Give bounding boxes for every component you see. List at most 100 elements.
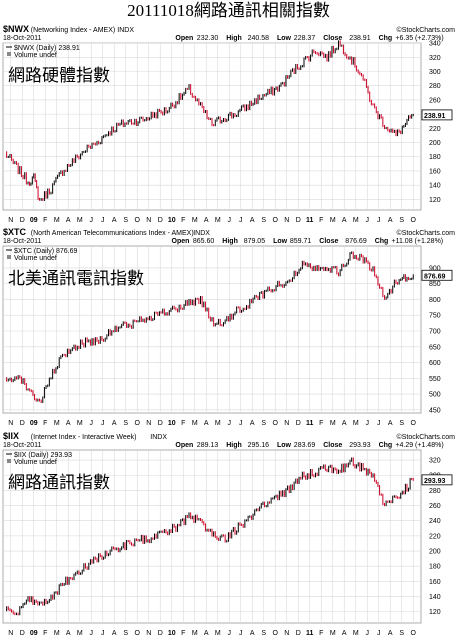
- x-tick-label: A: [388, 217, 393, 224]
- x-tick-label: S: [399, 630, 404, 637]
- x-tick-label: M: [215, 630, 221, 637]
- x-tick-label: A: [66, 420, 71, 427]
- x-tick-label: M: [77, 420, 83, 427]
- exchange: INDX: [117, 27, 134, 34]
- y-tick-label: 850: [429, 281, 441, 288]
- x-tick-label: A: [342, 420, 347, 427]
- x-tick-label: M: [330, 630, 336, 637]
- y-tick-label: 160: [429, 579, 441, 586]
- last-value-box: [421, 269, 453, 281]
- x-tick-label: J: [366, 630, 370, 637]
- x-tick-label: J: [228, 630, 232, 637]
- x-tick-label: M: [192, 420, 198, 427]
- ohlc-chg-value: +4.29 (+1.48%): [395, 442, 443, 449]
- x-tick-label: A: [66, 630, 71, 637]
- chart-overlay-title: 網路通訊指數: [8, 473, 110, 492]
- x-tick-label: J: [366, 217, 370, 224]
- y-tick-label: 300: [429, 69, 441, 76]
- symbol: $IIX: [3, 431, 19, 441]
- x-tick-label: D: [20, 217, 25, 224]
- y-tick-label: 600: [429, 360, 441, 367]
- x-tick-label: A: [204, 420, 209, 427]
- x-tick-label: J: [366, 420, 370, 427]
- y-tick-label: 160: [429, 168, 441, 175]
- x-tick-label: S: [261, 217, 266, 224]
- x-tick-label: J: [239, 420, 243, 427]
- ohlc-close-value: 293.93: [349, 442, 371, 449]
- legend-price: $XTC (Daily) 876.69: [14, 248, 78, 255]
- x-tick-label: A: [388, 420, 393, 427]
- x-tick-label: A: [250, 217, 255, 224]
- y-tick-label: 260: [429, 503, 441, 510]
- watermark: ©StockCharts.com: [397, 229, 456, 237]
- watermark: ©StockCharts.com: [397, 433, 456, 441]
- x-tick-label: D: [158, 217, 163, 224]
- x-tick-label: D: [20, 420, 25, 427]
- x-tick-label: O: [135, 420, 141, 427]
- last-value-box: [421, 474, 453, 486]
- x-tick-label: F: [319, 630, 323, 637]
- x-tick-label: N: [146, 420, 151, 427]
- x-tick-label: S: [123, 420, 128, 427]
- exchange: INDX: [150, 434, 167, 441]
- ohlc-chg-label: Chg: [375, 238, 389, 245]
- x-tick-label: J: [377, 217, 381, 224]
- x-tick-label: O: [135, 217, 141, 224]
- x-tick-label: J: [90, 217, 94, 224]
- chart-overlay-title: 網路硬體指數: [8, 66, 110, 85]
- x-tick-label: J: [101, 217, 105, 224]
- y-tick-label: 700: [429, 329, 441, 336]
- x-tick-label: M: [353, 217, 359, 224]
- x-tick-label: M: [192, 630, 198, 637]
- x-tick-label: J: [377, 630, 381, 637]
- ohlc-open-label: Open: [175, 442, 193, 449]
- x-tick-label: M: [54, 217, 60, 224]
- x-tick-label: M: [54, 420, 60, 427]
- x-tick-label: F: [181, 217, 185, 224]
- symbol: $NWX: [3, 24, 29, 34]
- x-tick-label: A: [112, 420, 117, 427]
- x-tick-label: N: [284, 630, 289, 637]
- x-tick-label: N: [8, 630, 13, 637]
- legend-price: $NWX (Daily) 238.91: [14, 45, 80, 52]
- legend-volume: Volume undef: [14, 459, 57, 466]
- x-tick-label: S: [123, 217, 128, 224]
- y-tick-label: 120: [429, 609, 441, 616]
- x-tick-label: A: [388, 630, 393, 637]
- ohlc-low-label: Low: [273, 238, 288, 245]
- x-tick-label: M: [353, 630, 359, 637]
- y-tick-label: 500: [429, 392, 441, 399]
- ohlc-close-value: 876.69: [345, 238, 367, 245]
- ohlc-low-value: 283.69: [294, 442, 316, 449]
- plot-frame: [2, 42, 422, 211]
- index-name: (Internet Index - Interactive Week): [31, 434, 137, 441]
- ohlc-chg-label: Chg: [379, 442, 393, 449]
- watermark: ©StockCharts.com: [397, 26, 456, 34]
- x-tick-label: A: [66, 217, 71, 224]
- x-tick-label: J: [90, 630, 94, 637]
- y-tick-label: 120: [429, 197, 441, 204]
- price-series: [6, 251, 414, 404]
- x-tick-label: A: [204, 630, 209, 637]
- ohlc-low-label: Low: [277, 35, 292, 42]
- x-tick-label: F: [43, 217, 47, 224]
- x-tick-label: 10: [168, 420, 176, 427]
- date: 18-Oct-2011: [3, 35, 41, 42]
- last-value-label: 293.93: [424, 478, 446, 485]
- x-tick-label: A: [342, 630, 347, 637]
- ohlc-open-label: Open: [172, 238, 190, 245]
- ohlc-open-value: 865.60: [193, 238, 215, 245]
- y-tick-label: 280: [429, 488, 441, 495]
- exchange: INDX: [193, 230, 210, 237]
- x-tick-label: 09: [30, 217, 38, 224]
- ohlc-chg-label: Chg: [379, 35, 393, 42]
- x-tick-label: O: [273, 217, 279, 224]
- x-tick-label: S: [123, 630, 128, 637]
- x-tick-label: 09: [30, 420, 38, 427]
- x-tick-label: S: [399, 420, 404, 427]
- plot-frame: [2, 245, 422, 414]
- x-tick-label: J: [101, 420, 105, 427]
- y-tick-label: 750: [429, 313, 441, 320]
- ohlc-high-value: 240.58: [248, 35, 270, 42]
- date: 18-Oct-2011: [3, 238, 41, 245]
